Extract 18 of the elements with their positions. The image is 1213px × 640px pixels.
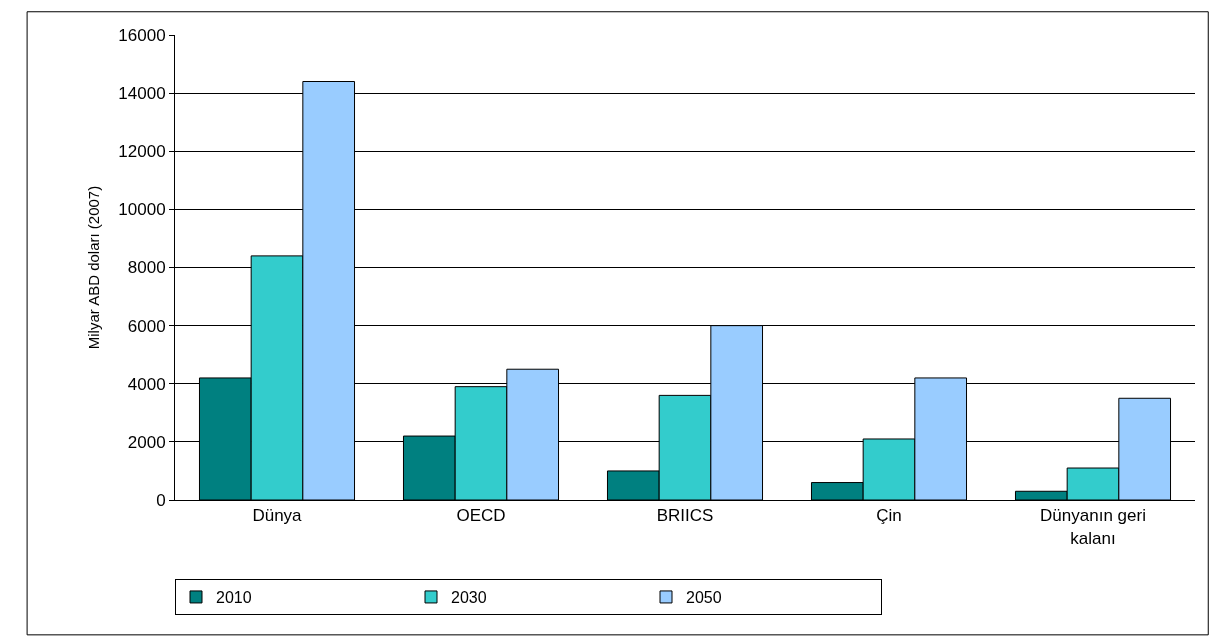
legend-label: 2050 [686, 589, 722, 607]
x-tick-label: Dünya [252, 506, 303, 526]
y-tick-label: 10000 [118, 200, 166, 220]
y-tick-label: 6000 [127, 316, 166, 336]
x-tick-label: Dünyanın geri kalanı [1040, 506, 1146, 548]
legend-label: 2030 [451, 589, 487, 607]
legend-label: 2010 [216, 589, 252, 607]
y-tick-label: 2000 [127, 432, 166, 452]
x-tick-label: BRIICS [656, 506, 714, 526]
y-tick-label: 14000 [118, 84, 166, 104]
y-tick-label: 12000 [118, 142, 166, 162]
y-tick-label: 16000 [118, 25, 166, 45]
x-tick-label: OECD [456, 506, 506, 526]
x-tick-label: Çin [876, 506, 902, 526]
y-axis-title: Milyar ABD doları (2007) [84, 185, 102, 350]
y-tick-label: 8000 [127, 258, 166, 278]
y-tick-label: 0 [156, 490, 166, 510]
y-tick-label: 4000 [127, 374, 166, 394]
